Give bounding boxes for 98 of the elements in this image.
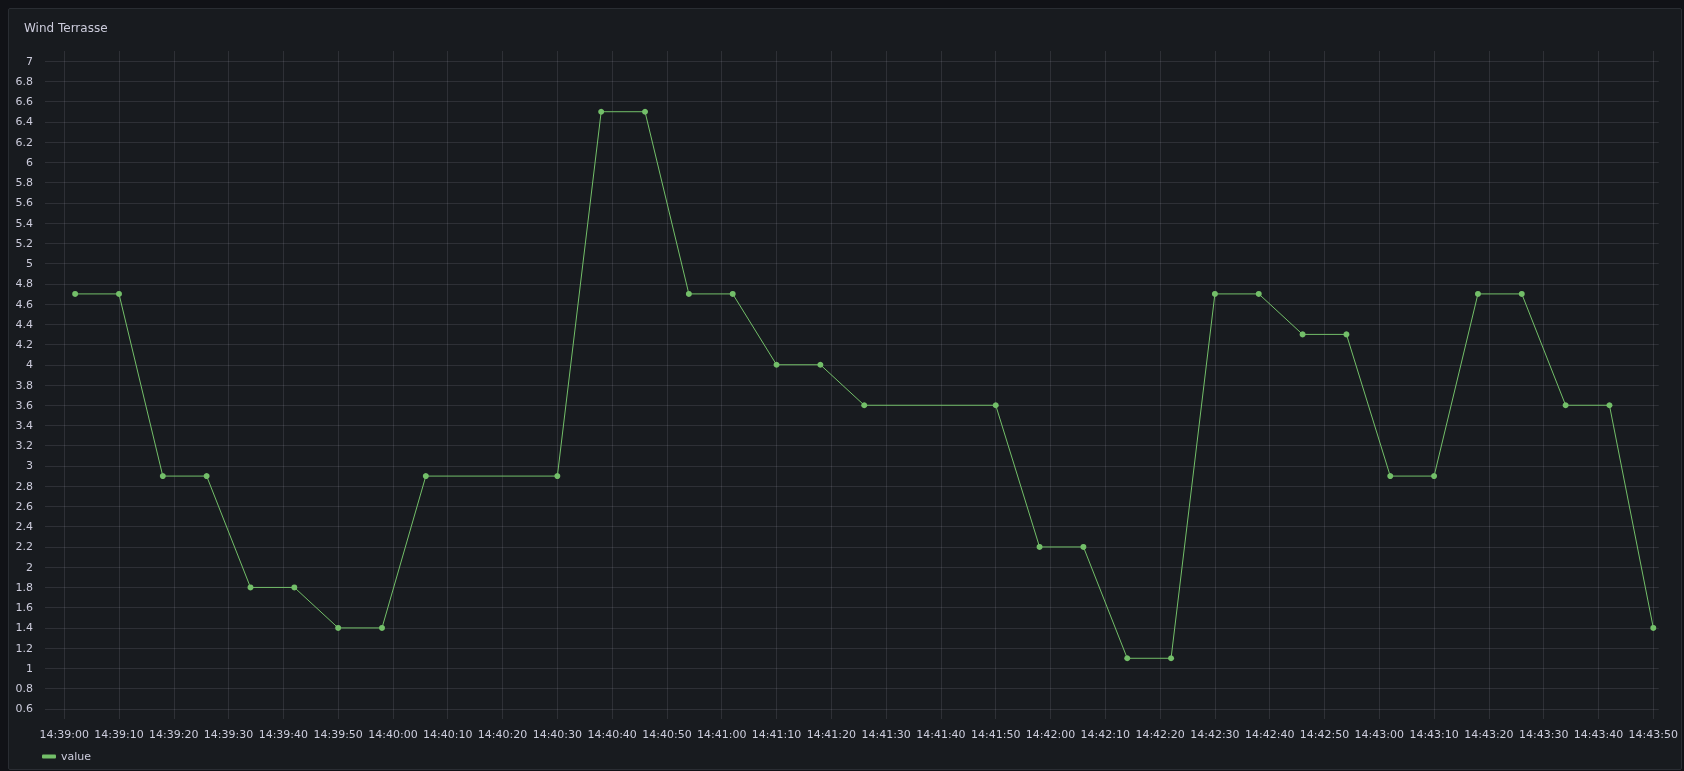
point: [773, 361, 780, 368]
y-tick-label: 6.4: [15, 115, 33, 129]
y-tick-label: 6.2: [15, 135, 33, 149]
y-tick-label: 1.6: [15, 601, 33, 615]
y-tick-label: 2.6: [15, 499, 33, 513]
legend-label: value: [61, 750, 92, 763]
x-tick-label: 14:39:00: [39, 728, 89, 741]
point: [1299, 331, 1306, 338]
point: [685, 290, 692, 297]
chart-title: Wind Terrasse: [24, 21, 108, 35]
point: [159, 473, 166, 480]
point: [598, 108, 605, 115]
y-tick-label: 2.4: [15, 520, 33, 534]
y-tick-label: 7: [26, 54, 33, 68]
point: [115, 290, 122, 297]
x-tick-label: 14:42:50: [1299, 728, 1350, 741]
x-tick-label: 14:40:10: [423, 728, 473, 741]
point: [729, 290, 736, 297]
y-tick-label: 3.8: [15, 378, 33, 392]
x-tick-label: 14:41:20: [806, 728, 857, 741]
y-tick-label: 2: [26, 560, 33, 574]
y-tick-label: 5: [26, 257, 33, 271]
y-tick-label: 4.6: [15, 297, 33, 311]
y-tick-label: 3: [26, 459, 33, 473]
point: [72, 290, 79, 297]
x-tick-label: 14:43:40: [1573, 728, 1624, 741]
y-tick-label: 4: [26, 358, 33, 372]
x-tick-label: 14:40:30: [532, 728, 583, 741]
y-tick-label: 5.4: [15, 216, 33, 230]
point: [1255, 290, 1262, 297]
x-tick-label: 14:39:30: [203, 728, 254, 741]
x-tick-label: 14:41:30: [861, 728, 911, 741]
x-tick-label: 14:43:30: [1518, 728, 1569, 741]
y-tick-label: 3.6: [15, 398, 33, 412]
point: [1080, 543, 1087, 550]
x-tick-label: 14:42:40: [1245, 728, 1295, 741]
point: [335, 624, 342, 631]
y-tick-label: 5.2: [15, 236, 33, 250]
point: [1606, 402, 1613, 409]
point: [1168, 655, 1175, 662]
x-tick-label: 14:41:50: [971, 728, 1021, 741]
x-tick-label: 14:41:40: [916, 728, 966, 741]
y-tick-label: 0.8: [15, 682, 33, 696]
point: [1562, 402, 1569, 409]
x-tick-label: 14:40:50: [642, 728, 692, 741]
point: [247, 584, 254, 591]
x-tick-label: 14:43:10: [1409, 728, 1459, 741]
y-tick-label: 6.6: [15, 95, 33, 109]
y-tick-label: 1: [26, 661, 33, 675]
x-tick-label: 14:39:40: [258, 728, 309, 741]
point: [861, 402, 868, 409]
x-tick-label: 14:42:10: [1080, 728, 1131, 741]
x-tick-label: 14:40:20: [477, 728, 528, 741]
point: [1343, 331, 1350, 338]
point: [1387, 473, 1394, 480]
point: [1211, 290, 1218, 297]
point: [1474, 290, 1481, 297]
y-tick-label: 3.2: [15, 439, 33, 453]
y-tick-label: 4.2: [15, 338, 33, 352]
x-tick-label: 14:39:20: [149, 728, 199, 741]
y-tick-label: 0.6: [15, 702, 33, 716]
x-tick-label: 14:41:10: [751, 728, 802, 741]
point: [1124, 655, 1131, 662]
x-tick-label: 14:43:50: [1628, 728, 1678, 741]
x-tick-label: 14:40:00: [368, 728, 418, 741]
x-tick-label: 14:42:30: [1190, 728, 1240, 741]
point: [817, 361, 824, 368]
y-tick-label: 6.8: [15, 74, 33, 88]
y-tick-label: 4.8: [15, 277, 33, 291]
x-tick-label: 14:42:20: [1135, 728, 1185, 741]
point: [1650, 624, 1657, 631]
point: [642, 108, 649, 115]
y-tick-label: 5.8: [15, 176, 33, 190]
y-tick-label: 1.4: [15, 621, 33, 635]
x-tick-label: 14:39:50: [313, 728, 363, 741]
y-tick-label: 1.8: [15, 580, 33, 594]
y-tick-label: 2.8: [15, 479, 33, 493]
point: [291, 584, 298, 591]
x-tick-label: 14:43:00: [1354, 728, 1405, 741]
x-tick-label: 14:43:20: [1464, 728, 1514, 741]
x-tick-label: 14:40:40: [587, 728, 637, 741]
x-tick-label: 14:41:00: [697, 728, 747, 741]
y-tick-label: 1.2: [15, 641, 33, 655]
x-tick-label: 14:42:00: [1025, 728, 1076, 741]
point: [554, 473, 561, 480]
y-tick-label: 6: [26, 155, 33, 169]
point: [379, 624, 385, 631]
point: [1036, 543, 1043, 550]
point: [422, 473, 429, 480]
y-tick-label: 2.2: [15, 540, 33, 554]
point: [1431, 473, 1438, 480]
point: [203, 473, 210, 480]
point: [1518, 290, 1525, 297]
x-tick-label: 14:39:10: [94, 728, 144, 741]
y-tick-label: 5.6: [15, 196, 33, 210]
y-tick-label: 4.4: [15, 317, 33, 331]
y-tick-label: 3.4: [15, 418, 33, 432]
point: [992, 402, 999, 409]
